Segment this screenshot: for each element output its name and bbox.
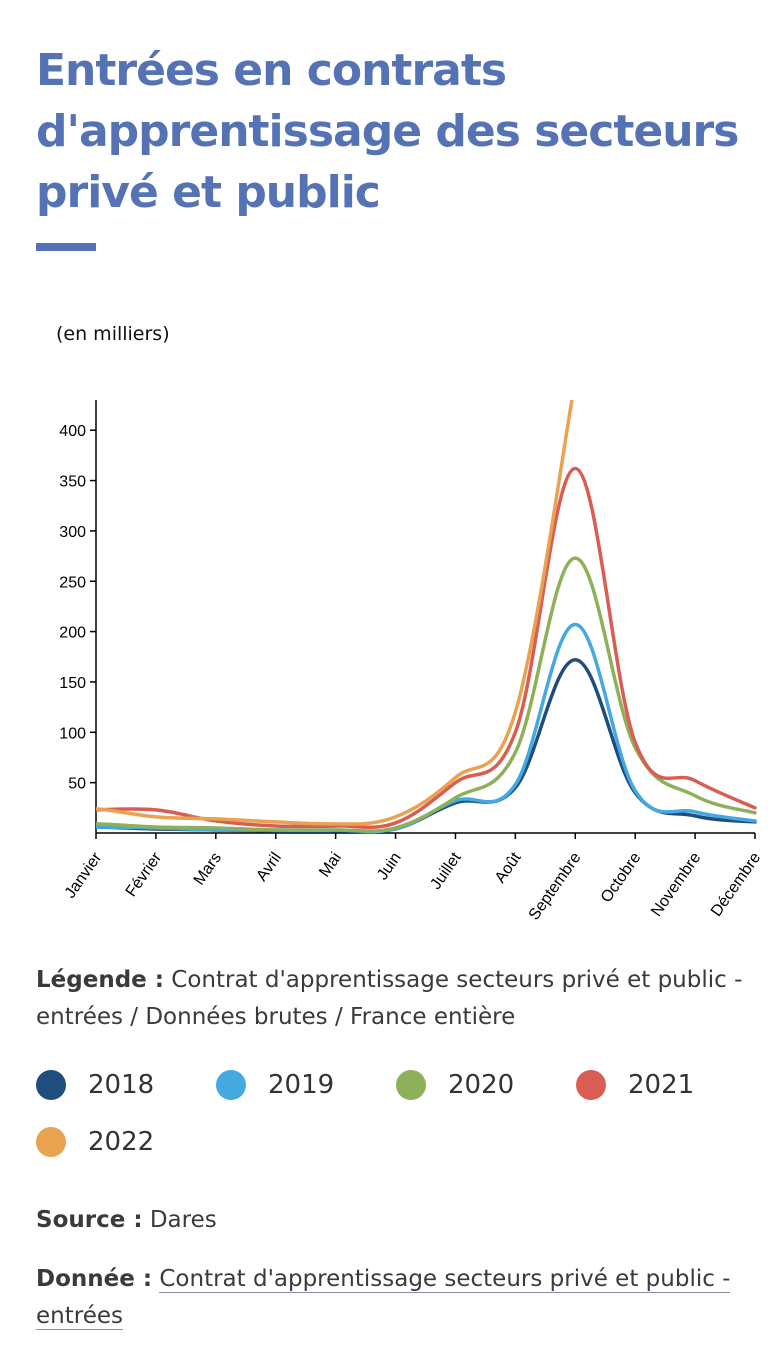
legend-item-2022[interactable]: 2022 xyxy=(36,1127,154,1157)
x-tick-label: Août xyxy=(492,849,525,886)
x-tick-label: Septembre xyxy=(526,849,585,923)
y-tick-label: 400 xyxy=(59,423,86,440)
x-tick-label: Décembre xyxy=(708,849,764,919)
legend-dot-2021 xyxy=(576,1070,606,1100)
series-layer xyxy=(96,380,757,834)
x-tick-label: Avril xyxy=(253,850,285,885)
legend-dot-2022 xyxy=(36,1127,66,1157)
page-title: Entrées en contrats d'apprentissage des … xyxy=(36,45,739,218)
legend-label-2019: 2019 xyxy=(268,1070,335,1100)
x-axis: Janvier Février Mars Avril Mai Juin Juillet Aoû… xyxy=(62,832,764,923)
x-tick-label: Novembre xyxy=(648,849,704,919)
title-underline xyxy=(36,243,96,251)
x-tick-label: Février xyxy=(123,849,166,900)
y-axis: 50 100 150 200 250 300 350 400 xyxy=(59,400,97,833)
legend-description-label: Légende : xyxy=(36,967,164,993)
y-tick-label: 50 xyxy=(68,776,86,793)
y-tick-label: 300 xyxy=(59,524,86,541)
y-tick-label: 150 xyxy=(59,675,86,692)
x-tick-label: Mai xyxy=(316,850,345,881)
y-axis-unit: (en milliers) xyxy=(56,323,170,345)
x-tick-label: Mars xyxy=(191,850,225,889)
data-reference: Donnée : Contrat d'apprentissage secteur… xyxy=(36,1261,766,1335)
y-tick-label: 200 xyxy=(59,625,86,642)
series-line-2020[interactable] xyxy=(96,556,757,833)
series-line-2021[interactable] xyxy=(96,466,757,829)
data-reference-label: Donnée : xyxy=(36,1266,153,1292)
legend: 2018 2019 2020 2021 2022 xyxy=(36,1070,756,1190)
legend-dot-2020 xyxy=(396,1070,426,1100)
legend-description-text: Contrat d'apprentissage secteurs privé e… xyxy=(36,967,743,1030)
legend-dot-2018 xyxy=(36,1070,66,1100)
legend-description: Légende : Contrat d'apprentissage secteu… xyxy=(36,962,766,1036)
source-label: Source : xyxy=(36,1207,143,1233)
source: Source : Dares xyxy=(36,1207,217,1233)
x-tick-label: Janvier xyxy=(62,849,106,902)
legend-label-2022: 2022 xyxy=(88,1127,155,1157)
legend-item-2020[interactable]: 2020 xyxy=(396,1070,514,1100)
source-value: Dares xyxy=(149,1207,217,1233)
series-line-2019[interactable] xyxy=(96,622,757,834)
legend-item-2019[interactable]: 2019 xyxy=(216,1070,334,1100)
x-tick-label: Juillet xyxy=(427,849,465,893)
line-chart: 50 100 150 200 250 300 350 400 Janvier Février Ma… xyxy=(59,380,764,923)
legend-item-2018[interactable]: 2018 xyxy=(36,1070,154,1100)
legend-label-2020: 2020 xyxy=(448,1070,515,1100)
legend-label-2021: 2021 xyxy=(628,1070,695,1100)
y-tick-label: 350 xyxy=(59,474,86,491)
y-tick-label: 100 xyxy=(59,725,86,742)
y-tick-label: 250 xyxy=(59,574,86,591)
legend-dot-2019 xyxy=(216,1070,246,1100)
series-line-2022[interactable] xyxy=(96,380,575,826)
x-tick-label: Octobre xyxy=(598,849,645,905)
legend-label-2018: 2018 xyxy=(88,1070,155,1100)
legend-item-2021[interactable]: 2021 xyxy=(576,1070,694,1100)
x-tick-label: Juin xyxy=(374,850,405,884)
data-reference-link[interactable]: Contrat d'apprentissage secteurs privé e… xyxy=(36,1266,731,1330)
